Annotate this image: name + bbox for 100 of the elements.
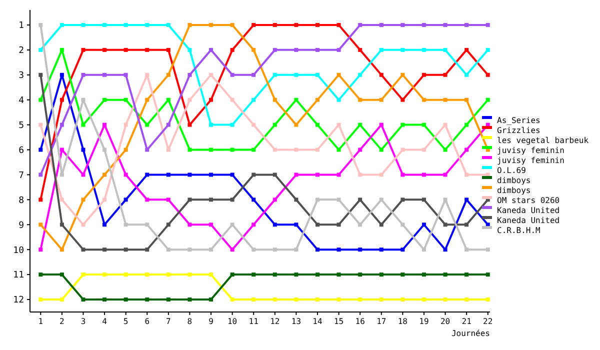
- point: [209, 172, 214, 177]
- point: [145, 222, 150, 227]
- point: [81, 172, 86, 177]
- point: [464, 222, 469, 227]
- y-tick-label: 11: [13, 270, 24, 281]
- point: [252, 272, 256, 277]
- point: [422, 222, 426, 227]
- point: [145, 272, 150, 277]
- point: [422, 22, 426, 27]
- point: [38, 98, 43, 102]
- point: [400, 222, 405, 227]
- point: [145, 198, 150, 202]
- point: [209, 298, 214, 302]
- point: [316, 248, 320, 252]
- y-tick-label: 3: [18, 71, 24, 82]
- point: [188, 248, 192, 252]
- point: [358, 172, 362, 177]
- point: [272, 22, 277, 27]
- point: [294, 198, 298, 202]
- point: [316, 48, 320, 52]
- point: [400, 248, 405, 252]
- point: [443, 22, 448, 27]
- point: [102, 72, 107, 77]
- point: [102, 148, 107, 152]
- point: [316, 222, 320, 227]
- x-tick-label: 18: [398, 317, 408, 326]
- point: [124, 298, 128, 302]
- point: [209, 148, 214, 152]
- point: [166, 148, 170, 152]
- point: [316, 122, 320, 127]
- point: [464, 148, 469, 152]
- point: [188, 172, 192, 177]
- point: [400, 122, 405, 127]
- point: [272, 222, 277, 227]
- point: [379, 148, 384, 152]
- point: [379, 122, 384, 127]
- point: [379, 298, 384, 302]
- point: [166, 98, 170, 102]
- point: [188, 298, 192, 302]
- point: [102, 98, 107, 102]
- point: [422, 248, 426, 252]
- point: [316, 98, 320, 102]
- point: [336, 198, 341, 202]
- x-tick-label: 19: [419, 317, 429, 326]
- point: [336, 172, 341, 177]
- point: [379, 198, 384, 202]
- x-tick-label: 7: [166, 317, 172, 326]
- point: [230, 222, 234, 227]
- point: [336, 122, 341, 127]
- x-tick-label: 3: [80, 317, 86, 326]
- point: [166, 248, 170, 252]
- point: [60, 148, 64, 152]
- point: [188, 22, 192, 27]
- x-tick-label: 10: [227, 317, 238, 326]
- point: [60, 198, 64, 202]
- legend-label: juvisy feminin: [497, 156, 565, 165]
- y-tick-label: 9: [18, 220, 24, 231]
- point: [422, 298, 426, 302]
- point: [102, 22, 107, 27]
- point: [252, 172, 256, 177]
- point: [188, 222, 192, 227]
- point: [252, 72, 256, 77]
- point: [252, 148, 256, 152]
- point: [230, 198, 234, 202]
- point: [400, 172, 405, 177]
- point: [422, 98, 426, 102]
- point: [443, 222, 448, 227]
- point: [209, 48, 214, 52]
- point: [486, 22, 490, 27]
- x-tick-label: 16: [355, 317, 366, 326]
- point: [464, 72, 469, 77]
- point: [379, 248, 384, 252]
- point: [443, 248, 448, 252]
- legend-label: OM stars 0260: [497, 196, 560, 205]
- legend-label: Kaneda United: [497, 216, 560, 225]
- point: [145, 48, 150, 52]
- point: [145, 72, 150, 77]
- point: [400, 48, 405, 52]
- point: [230, 272, 234, 277]
- point: [252, 22, 256, 27]
- point: [379, 272, 384, 277]
- point: [379, 72, 384, 77]
- point: [81, 272, 86, 277]
- point: [336, 222, 341, 227]
- point: [486, 72, 490, 77]
- y-tick-label: 1: [18, 21, 24, 32]
- point: [60, 98, 64, 102]
- point: [422, 122, 426, 127]
- point: [38, 148, 43, 152]
- x-tick-label: 13: [291, 317, 302, 326]
- point: [422, 272, 426, 277]
- point: [102, 48, 107, 52]
- y-tick-label: 10: [13, 246, 24, 256]
- point: [38, 248, 43, 252]
- point: [294, 272, 298, 277]
- point: [188, 122, 192, 127]
- legend-label: dimboys: [497, 186, 531, 195]
- x-tick-label: 21: [462, 317, 472, 326]
- point: [60, 172, 64, 177]
- legend-label: Kaneda United: [497, 206, 560, 215]
